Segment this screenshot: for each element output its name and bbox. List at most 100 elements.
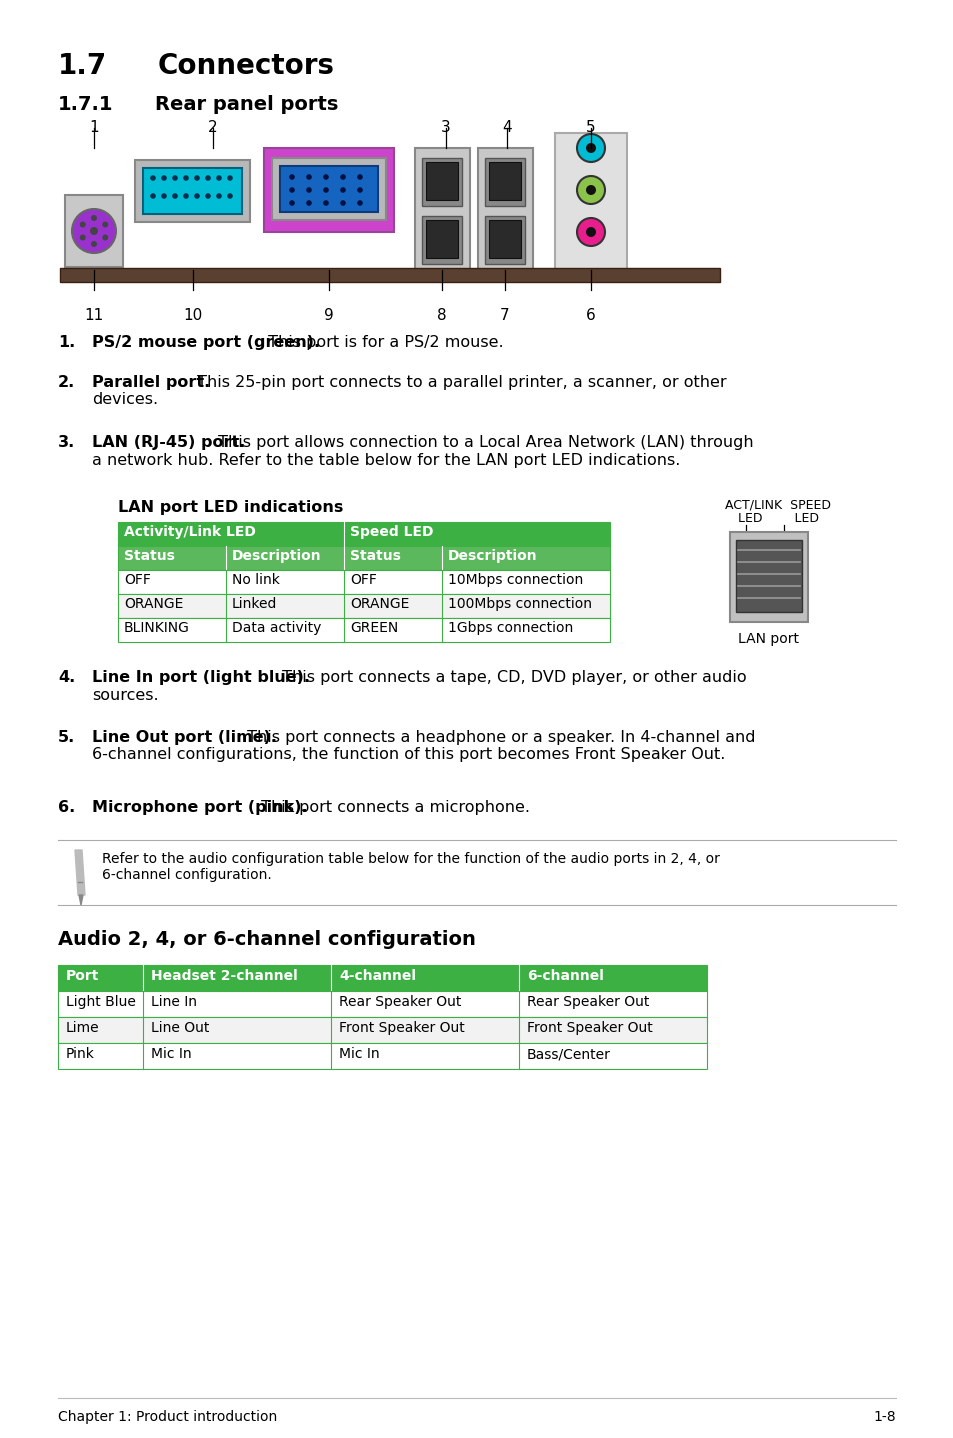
- Text: 1.: 1.: [58, 335, 75, 349]
- Text: Front Speaker Out: Front Speaker Out: [526, 1021, 652, 1035]
- Circle shape: [323, 174, 329, 180]
- Bar: [135, 160, 250, 221]
- Bar: [555, 132, 626, 270]
- Text: This port connects a tape, CD, DVD player, or other audio: This port connects a tape, CD, DVD playe…: [277, 670, 746, 684]
- Text: 1: 1: [89, 119, 99, 135]
- Bar: [118, 618, 609, 641]
- Text: 11: 11: [84, 308, 104, 324]
- Text: Speed LED: Speed LED: [350, 525, 433, 539]
- Polygon shape: [75, 850, 85, 894]
- Text: 8: 8: [436, 308, 446, 324]
- Text: Headset 2-channel: Headset 2-channel: [151, 969, 297, 984]
- Text: Linked: Linked: [232, 597, 277, 611]
- Bar: [421, 158, 461, 206]
- Text: a network hub. Refer to the table below for the LAN port LED indications.: a network hub. Refer to the table below …: [91, 453, 679, 467]
- Circle shape: [323, 200, 329, 206]
- Circle shape: [216, 193, 221, 198]
- Circle shape: [102, 234, 108, 240]
- Bar: [484, 158, 524, 206]
- Text: Connectors: Connectors: [158, 52, 335, 81]
- Circle shape: [102, 221, 108, 227]
- Text: 6-channel configurations, the function of this port becomes Front Speaker Out.: 6-channel configurations, the function o…: [91, 748, 724, 762]
- Text: This 25-pin port connects to a parallel printer, a scanner, or other: This 25-pin port connects to a parallel …: [192, 375, 725, 390]
- Circle shape: [183, 175, 189, 181]
- Bar: [489, 162, 520, 200]
- Text: 4.: 4.: [58, 670, 75, 684]
- Text: This port connects a headphone or a speaker. In 4-channel and: This port connects a headphone or a spea…: [241, 731, 755, 745]
- Text: Lime: Lime: [66, 1021, 99, 1035]
- Circle shape: [172, 193, 177, 198]
- Text: GREEN: GREEN: [350, 621, 397, 636]
- Circle shape: [91, 242, 97, 247]
- Text: 100Mbps connection: 100Mbps connection: [448, 597, 592, 611]
- Text: Description: Description: [448, 549, 537, 564]
- Bar: [421, 216, 461, 265]
- Circle shape: [80, 234, 86, 240]
- Circle shape: [577, 175, 604, 204]
- Circle shape: [205, 175, 211, 181]
- Circle shape: [183, 193, 189, 198]
- Bar: [58, 1043, 706, 1068]
- Bar: [426, 220, 457, 257]
- Text: Description: Description: [232, 549, 321, 564]
- Text: Mic In: Mic In: [338, 1047, 379, 1061]
- Circle shape: [289, 187, 294, 193]
- Bar: [280, 165, 377, 211]
- Text: Rear panel ports: Rear panel ports: [154, 95, 338, 114]
- Text: Light Blue: Light Blue: [66, 995, 135, 1009]
- Bar: [65, 196, 123, 267]
- Circle shape: [340, 187, 345, 193]
- Text: Line In port (light blue).: Line In port (light blue).: [91, 670, 310, 684]
- Text: sources.: sources.: [91, 687, 158, 703]
- Text: 6.: 6.: [58, 800, 75, 815]
- Text: Line In: Line In: [151, 995, 196, 1009]
- Circle shape: [289, 174, 294, 180]
- Circle shape: [227, 175, 233, 181]
- Bar: [264, 148, 394, 232]
- Text: 1-8: 1-8: [872, 1411, 895, 1424]
- Text: Microphone port (pink).: Microphone port (pink).: [91, 800, 307, 815]
- Circle shape: [150, 175, 155, 181]
- Circle shape: [306, 174, 312, 180]
- Circle shape: [306, 187, 312, 193]
- Circle shape: [90, 227, 98, 234]
- Bar: [118, 594, 609, 618]
- Bar: [426, 162, 457, 200]
- Bar: [58, 991, 706, 1017]
- Circle shape: [194, 193, 199, 198]
- Text: 1.7.1: 1.7.1: [58, 95, 113, 114]
- Text: OFF: OFF: [124, 572, 151, 587]
- Bar: [143, 168, 242, 214]
- Text: ACT/LINK  SPEED: ACT/LINK SPEED: [724, 498, 830, 510]
- Circle shape: [289, 200, 294, 206]
- Bar: [489, 220, 520, 257]
- Text: This port allows connection to a Local Area Network (LAN) through: This port allows connection to a Local A…: [213, 436, 753, 450]
- Circle shape: [356, 200, 362, 206]
- Text: 5.: 5.: [58, 731, 75, 745]
- Text: Refer to the audio configuration table below for the function of the audio ports: Refer to the audio configuration table b…: [102, 851, 720, 881]
- Text: Bass/Center: Bass/Center: [526, 1047, 610, 1061]
- Bar: [118, 546, 609, 569]
- Bar: [272, 158, 386, 220]
- Text: 1.7: 1.7: [58, 52, 107, 81]
- Bar: [118, 569, 609, 594]
- Circle shape: [227, 193, 233, 198]
- Circle shape: [585, 227, 596, 237]
- Circle shape: [323, 187, 329, 193]
- Circle shape: [216, 175, 221, 181]
- Bar: [415, 148, 470, 270]
- Text: No link: No link: [232, 572, 279, 587]
- Text: Audio 2, 4, or 6-channel configuration: Audio 2, 4, or 6-channel configuration: [58, 930, 476, 949]
- Text: 10: 10: [183, 308, 202, 324]
- Text: Port: Port: [66, 969, 99, 984]
- Circle shape: [585, 142, 596, 152]
- Text: 4-channel: 4-channel: [338, 969, 416, 984]
- Circle shape: [585, 186, 596, 196]
- Circle shape: [577, 219, 604, 246]
- Text: OFF: OFF: [350, 572, 376, 587]
- Text: BLINKING: BLINKING: [124, 621, 190, 636]
- Circle shape: [172, 175, 177, 181]
- Circle shape: [205, 193, 211, 198]
- Circle shape: [306, 200, 312, 206]
- Text: 6-channel: 6-channel: [526, 969, 603, 984]
